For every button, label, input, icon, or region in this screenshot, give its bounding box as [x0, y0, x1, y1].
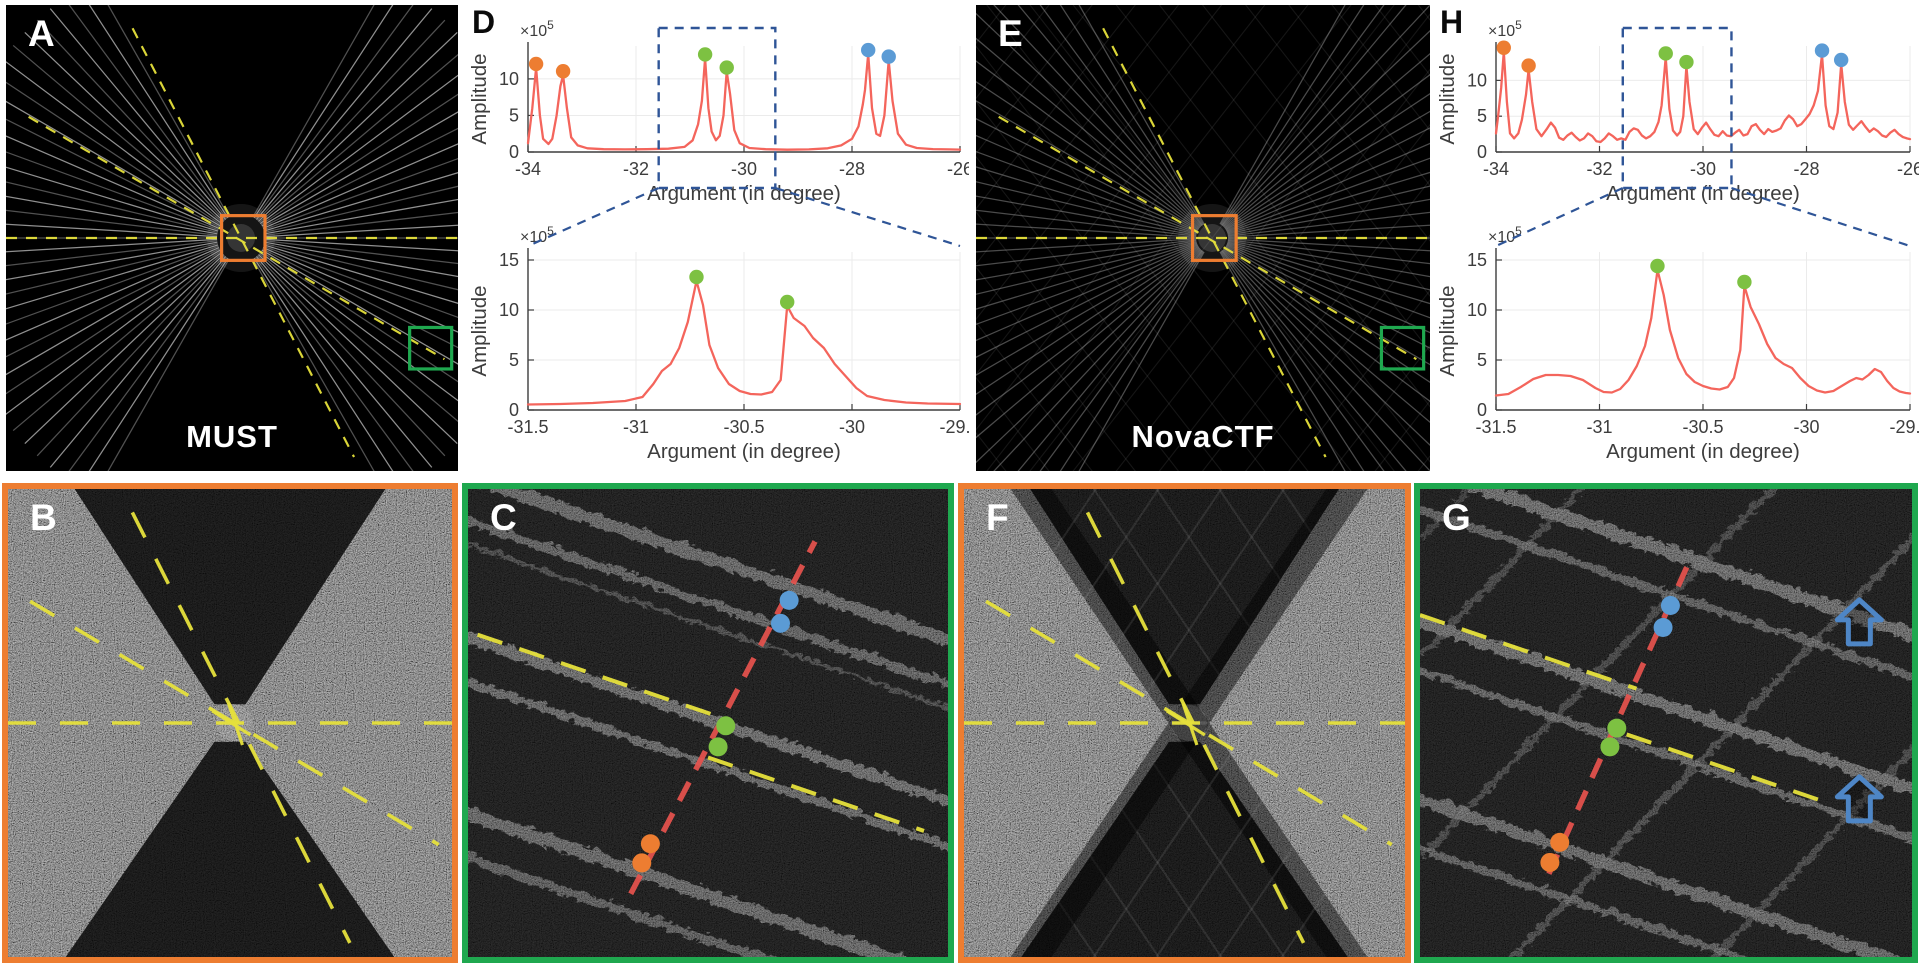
- novactf-center-zoom-image: [964, 489, 1405, 957]
- svg-text:-29.5: -29.5: [939, 417, 969, 437]
- svg-text:5: 5: [1477, 350, 1487, 370]
- must-fourier-fan-image: [6, 5, 458, 471]
- svg-text:15: 15: [499, 250, 519, 270]
- svg-text:Argument (in degree): Argument (in degree): [647, 440, 841, 463]
- svg-text:Amplitude: Amplitude: [1436, 285, 1459, 376]
- panel-B-must-center-zoom: B: [2, 483, 458, 963]
- svg-text:×105: ×105: [1488, 224, 1522, 246]
- svg-text:-31: -31: [623, 417, 649, 437]
- panel-H-amplitude-plots: 0 5 10 -34 -32 -30 -28 -26 Argument (in degree) A…: [1430, 0, 1919, 482]
- svg-text:×105: ×105: [1488, 18, 1522, 40]
- svg-text:-26: -26: [1897, 159, 1919, 179]
- svg-text:-30.5: -30.5: [723, 417, 764, 437]
- must-region-zoom-image: [468, 489, 948, 957]
- svg-text:-30.5: -30.5: [1682, 417, 1723, 437]
- svg-text:×105: ×105: [520, 224, 554, 246]
- svg-text:0: 0: [1477, 400, 1487, 420]
- svg-text:0: 0: [509, 400, 519, 420]
- svg-text:-28: -28: [1793, 159, 1819, 179]
- svg-text:Amplitude: Amplitude: [468, 53, 491, 144]
- svg-text:Argument (in degree): Argument (in degree): [1606, 440, 1800, 463]
- svg-text:-29.5: -29.5: [1889, 417, 1919, 437]
- svg-text:Argument (in degree): Argument (in degree): [647, 182, 841, 205]
- panel-C-must-region-zoom: C: [462, 483, 954, 963]
- svg-text:-31.5: -31.5: [1475, 417, 1516, 437]
- panel-E-novactf-reconstruction-image: E NovaCTF: [976, 5, 1430, 471]
- svg-text:-30: -30: [839, 417, 865, 437]
- svg-text:-28: -28: [839, 159, 865, 179]
- svg-text:10: 10: [499, 300, 519, 320]
- svg-text:10: 10: [1467, 70, 1487, 90]
- svg-text:Argument (in degree): Argument (in degree): [1606, 182, 1800, 205]
- panel-F-novactf-center-zoom: F: [958, 483, 1411, 963]
- svg-text:-32: -32: [1586, 159, 1612, 179]
- svg-text:5: 5: [1477, 106, 1487, 126]
- svg-text:15: 15: [1467, 250, 1487, 270]
- amplitude-plot-svg-D: 0 5 10 -34 -32 -30 -28 -26 Argument (in degree) A…: [468, 18, 969, 463]
- amplitude-plot-svg-H: 0 5 10 -34 -32 -30 -28 -26 Argument (in degree) A…: [1436, 18, 1919, 463]
- panel-A-must-reconstruction-image: A MUST: [6, 5, 458, 471]
- svg-text:-31.5: -31.5: [507, 417, 548, 437]
- svg-text:0: 0: [509, 142, 519, 162]
- panel-G-novactf-region-zoom: G: [1414, 483, 1918, 963]
- svg-text:10: 10: [1467, 300, 1487, 320]
- svg-text:×105: ×105: [520, 18, 554, 40]
- svg-text:Amplitude: Amplitude: [1436, 53, 1459, 144]
- svg-text:-30: -30: [1690, 159, 1716, 179]
- svg-text:-34: -34: [515, 159, 541, 179]
- panel-D-amplitude-plots: 0 5 10 -34 -32 -30 -28 -26 Argument (in degree) A…: [462, 0, 969, 482]
- svg-text:5: 5: [509, 105, 519, 125]
- svg-text:-34: -34: [1483, 159, 1509, 179]
- must-center-zoom-image: [8, 489, 452, 957]
- svg-text:-31: -31: [1586, 417, 1612, 437]
- svg-text:5: 5: [509, 350, 519, 370]
- svg-text:-30: -30: [1793, 417, 1819, 437]
- svg-text:-32: -32: [623, 159, 649, 179]
- svg-text:0: 0: [1477, 142, 1487, 162]
- svg-text:10: 10: [499, 69, 519, 89]
- novactf-fourier-fan-image: [976, 5, 1430, 471]
- svg-text:-30: -30: [731, 159, 757, 179]
- novactf-region-zoom-image: [1420, 489, 1912, 957]
- svg-text:Amplitude: Amplitude: [468, 285, 491, 376]
- svg-text:-26: -26: [947, 159, 969, 179]
